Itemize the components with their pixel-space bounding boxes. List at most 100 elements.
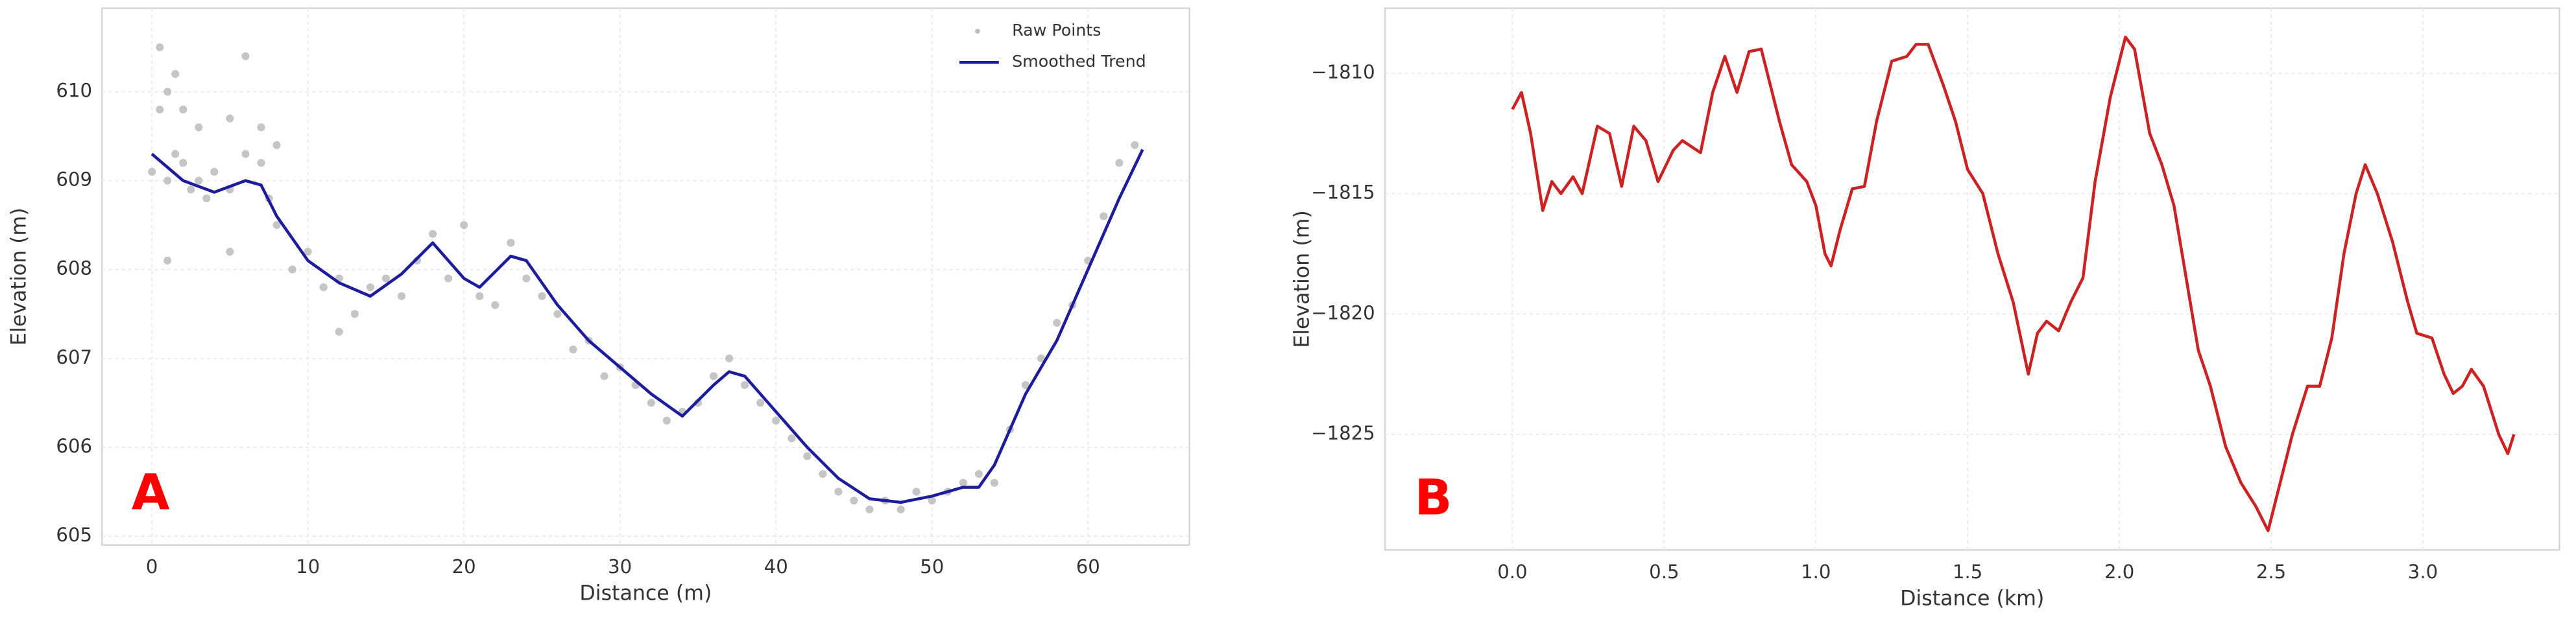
x-tick-label: 3.0 [2408,561,2438,583]
raw-point [553,310,562,318]
raw-point [741,381,749,390]
raw-point [195,176,203,185]
raw-point [475,292,484,300]
x-axis-label: Distance (km) [1900,587,2044,610]
plot-area [1384,7,2560,551]
raw-point [772,416,780,425]
x-tick-label: 1.0 [1801,561,1831,583]
x-tick-label: 20 [452,556,476,578]
x-tick-label: 1.5 [1953,561,1982,583]
raw-point [288,265,296,274]
raw-point [803,452,812,460]
raw-point [819,469,827,478]
y-tick-label: 609 [56,169,92,191]
raw-point [195,123,203,132]
raw-point [834,488,843,496]
raw-point [709,372,718,381]
raw-point [569,346,577,354]
y-axis-label: Elevation (m) [1290,210,1314,348]
raw-point [156,43,164,52]
x-tick-label: 2.0 [2104,561,2134,583]
raw-point [319,283,328,292]
raw-point [187,185,195,194]
raw-point [257,123,265,132]
raw-point [210,167,219,176]
y-tick-label: −1820 [1311,301,1375,323]
raw-point [600,372,608,381]
raw-point [725,354,734,362]
raw-point [1037,354,1046,362]
y-tick-label: −1810 [1311,61,1375,83]
line [1511,35,2516,532]
legend-label: Raw Points [1012,20,1101,40]
raw-point [241,52,250,60]
plot-area [101,7,1190,546]
raw-point [272,141,281,149]
raw-point [304,248,312,256]
raw-point [538,292,546,300]
raw-point [272,221,281,229]
raw-point [171,150,180,158]
raw-point [1021,381,1030,390]
raw-point [928,497,936,505]
raw-point [444,274,453,283]
raw-point [335,327,343,336]
raw-point [990,478,999,487]
raw-point [1100,212,1108,220]
raw-point [788,434,796,443]
raw-point [1053,318,1061,327]
raw-point [897,505,905,513]
raw-point [226,248,234,256]
raw-point [366,283,374,292]
raw-point [1131,141,1139,149]
raw-point [974,469,983,478]
raw-point [163,88,172,96]
x-tick-label: 0 [146,556,158,578]
y-tick-label: 607 [56,346,92,368]
x-tick-label: 2.5 [2256,561,2286,583]
raw-point [156,105,164,114]
raw-point [381,274,391,283]
x-tick-label: 10 [296,556,320,578]
line [150,148,1144,504]
raw-point [662,416,671,425]
raw-point [163,176,172,185]
raw-point [179,105,187,114]
raw-point [179,159,187,167]
raw-point [522,274,531,283]
y-tick-label: 610 [56,80,92,102]
raw-point [460,221,468,229]
x-tick-label: 40 [764,556,788,578]
x-tick-label: 30 [608,556,632,578]
raw-point [491,301,500,309]
raw-point [163,256,172,265]
y-tick-label: −1815 [1311,182,1375,204]
y-tick-label: −1825 [1311,422,1375,444]
raw-point [257,159,265,167]
x-tick-label: 60 [1076,556,1100,578]
legend-label: Smoothed Trend [1012,51,1146,71]
y-tick-label: 606 [56,435,92,457]
raw-point [865,505,874,513]
y-axis-label: Elevation (m) [8,207,31,346]
y-tick-label: 605 [56,524,92,546]
x-tick-label: 50 [920,556,944,578]
raw-point [756,399,765,407]
raw-point [1115,159,1124,167]
raw-point [148,167,156,176]
raw-point [507,239,515,247]
raw-point [226,114,234,123]
raw-point [241,150,250,158]
raw-point [912,488,921,496]
y-tick-label: 608 [56,257,92,279]
raw-point [202,194,211,203]
raw-point [850,497,858,505]
raw-point [647,399,655,407]
x-axis-label: Distance (m) [579,582,712,605]
raw-point [397,292,406,300]
raw-point [429,229,437,238]
panel-label: A [132,464,170,521]
legend-marker [975,29,980,34]
